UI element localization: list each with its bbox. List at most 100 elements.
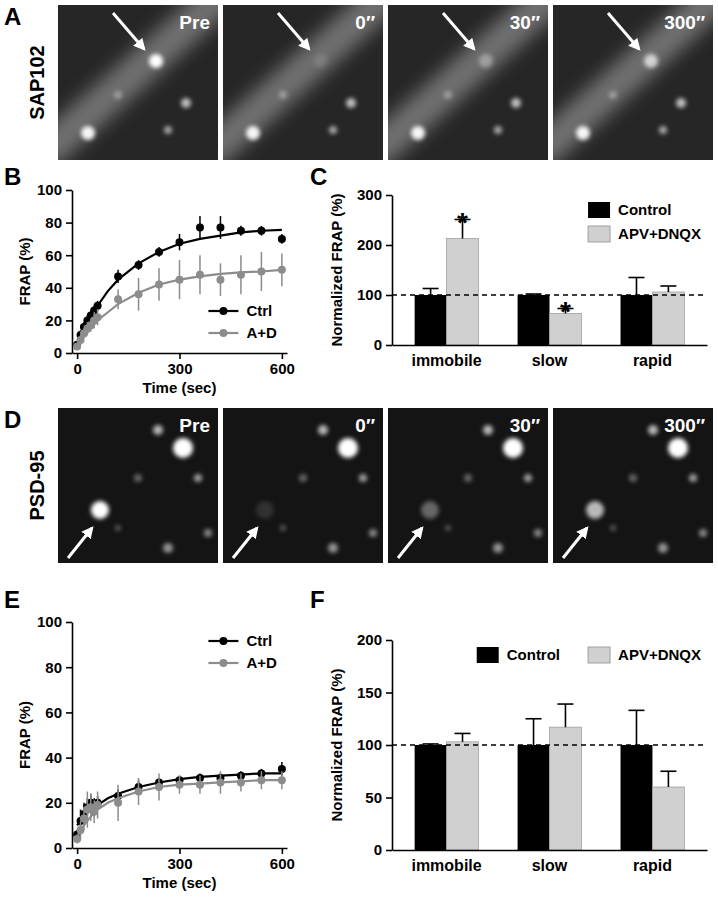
bar bbox=[621, 745, 653, 850]
puncta bbox=[329, 126, 337, 134]
tick-mark bbox=[66, 757, 72, 759]
y-axis-title: Normalized FRAP (%) bbox=[328, 193, 345, 346]
error-bar bbox=[430, 289, 432, 296]
legend-marker bbox=[219, 659, 227, 667]
puncta bbox=[81, 126, 95, 140]
panel-letter: B bbox=[4, 163, 21, 190]
x-axis: immobileslowrapid bbox=[393, 850, 708, 874]
tick: 100 bbox=[37, 181, 72, 198]
error-bar bbox=[636, 710, 638, 745]
data-point bbox=[196, 223, 204, 231]
legend-entry: Ctrl bbox=[208, 632, 272, 649]
tick-mark bbox=[66, 848, 72, 850]
micrograph-background bbox=[388, 408, 548, 563]
frame-label: 30″ bbox=[510, 12, 540, 33]
tick-label: 300 bbox=[357, 186, 382, 203]
y-axis-line bbox=[72, 191, 74, 354]
micrograph bbox=[58, 408, 218, 563]
arrow bbox=[68, 528, 92, 558]
data-point bbox=[196, 271, 204, 279]
tick-mark bbox=[66, 353, 72, 355]
puncta bbox=[369, 529, 377, 537]
puncta bbox=[629, 474, 637, 482]
tick: 300 bbox=[167, 353, 192, 377]
puncta bbox=[411, 126, 425, 140]
tick: 60 bbox=[45, 704, 72, 721]
puncta bbox=[280, 525, 286, 531]
panel-letter: F bbox=[310, 586, 325, 613]
micrograph bbox=[223, 408, 383, 563]
tick-mark bbox=[386, 345, 392, 347]
dendrite bbox=[58, 5, 218, 155]
micrograph-background bbox=[553, 408, 713, 563]
tick-mark bbox=[386, 692, 392, 694]
y-axis-title: Normalized FRAP (%) bbox=[328, 668, 345, 821]
x-axis-line bbox=[393, 850, 708, 852]
tick-label: 60 bbox=[45, 704, 62, 721]
tick-label: 0 bbox=[374, 336, 382, 353]
error-cap bbox=[628, 277, 644, 279]
puncta bbox=[115, 525, 121, 531]
puncta bbox=[524, 474, 532, 482]
bleached-puncta bbox=[149, 54, 163, 68]
puncta bbox=[464, 474, 472, 482]
tick: 100 bbox=[357, 286, 392, 303]
tick-mark bbox=[66, 667, 72, 669]
frame-label: Pre bbox=[179, 12, 210, 33]
tick-mark bbox=[77, 848, 79, 854]
puncta bbox=[494, 126, 502, 134]
puncta bbox=[699, 529, 707, 537]
micrograph-background bbox=[58, 408, 218, 563]
data-point bbox=[114, 272, 122, 280]
puncta bbox=[503, 438, 523, 458]
legend-entry: APV+DNQX bbox=[588, 225, 701, 242]
puncta bbox=[610, 525, 616, 531]
data-point bbox=[216, 276, 224, 284]
data-point bbox=[237, 227, 245, 235]
frame-label: 30″ bbox=[510, 415, 540, 436]
puncta bbox=[444, 91, 452, 99]
data-point bbox=[257, 268, 265, 276]
bleached-puncta bbox=[256, 501, 274, 519]
tick: 40 bbox=[45, 279, 72, 296]
legend-label: APV+DNQX bbox=[618, 225, 701, 242]
data-point bbox=[155, 248, 163, 256]
protein-label: SAP102 bbox=[26, 45, 48, 120]
puncta bbox=[445, 525, 451, 531]
puncta bbox=[659, 126, 667, 134]
tick: 0 bbox=[73, 353, 81, 377]
tick-label: 100 bbox=[37, 181, 62, 198]
tick-label: 600 bbox=[270, 855, 295, 872]
legend-marker bbox=[219, 329, 227, 337]
puncta bbox=[534, 529, 542, 537]
arrow bbox=[608, 13, 639, 49]
tick: 20 bbox=[45, 312, 72, 329]
bleached-puncta bbox=[586, 501, 604, 519]
tick: 300 bbox=[167, 848, 192, 872]
tick: 50 bbox=[365, 789, 392, 806]
tick-mark bbox=[386, 797, 392, 799]
tick-mark bbox=[66, 712, 72, 714]
x-axis-line bbox=[393, 345, 708, 347]
annotation: * bbox=[560, 296, 571, 327]
tick: rapid bbox=[633, 345, 672, 369]
tick-mark bbox=[386, 245, 392, 247]
tick: immobile bbox=[411, 345, 481, 369]
puncta bbox=[246, 126, 260, 140]
data-point bbox=[155, 281, 163, 289]
micrograph bbox=[553, 5, 713, 160]
fit-line bbox=[77, 270, 282, 347]
data-point bbox=[135, 788, 143, 796]
legend: CtrlA+D bbox=[208, 302, 277, 341]
data-point bbox=[176, 238, 184, 246]
protein-label: PSD-95 bbox=[26, 450, 48, 520]
x-axis-title: Time (sec) bbox=[143, 379, 217, 396]
legend: ControlAPV+DNQX bbox=[588, 201, 701, 242]
micrograph bbox=[553, 408, 713, 563]
data-point bbox=[278, 776, 286, 784]
puncta bbox=[493, 543, 503, 553]
tick: 300 bbox=[357, 186, 392, 203]
tick-label: 0 bbox=[374, 841, 382, 858]
puncta bbox=[346, 98, 356, 108]
frame-label: 300″ bbox=[664, 415, 705, 436]
